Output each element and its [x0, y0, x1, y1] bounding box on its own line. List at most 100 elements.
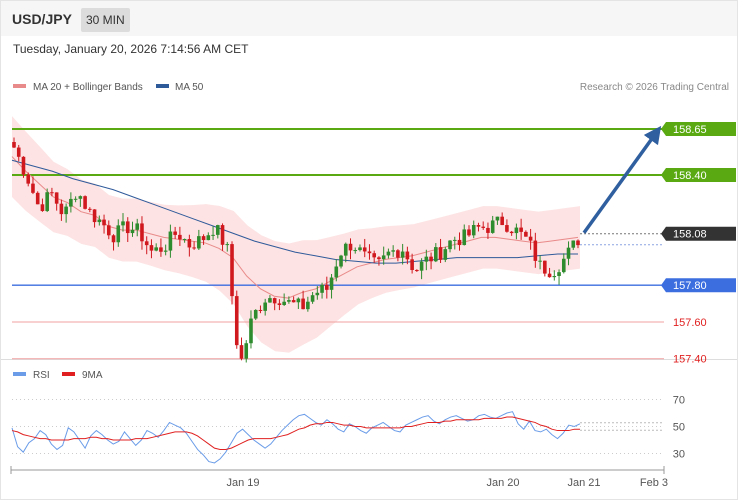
candle: [543, 260, 547, 277]
candle-body: [538, 260, 542, 262]
candle: [83, 195, 87, 210]
candle-body: [415, 270, 419, 272]
candle-body: [187, 239, 192, 248]
candle-body: [230, 244, 234, 297]
candle-body: [576, 240, 580, 246]
candle: [73, 196, 78, 203]
candle: [386, 248, 391, 259]
candle: [538, 255, 542, 270]
level-label: 157.60: [673, 317, 707, 329]
candle: [287, 296, 291, 304]
rsi-tick-label: 30: [673, 449, 685, 461]
candle: [320, 282, 324, 299]
candle: [576, 239, 580, 249]
candle-body: [528, 236, 533, 241]
candle: [329, 274, 334, 299]
candle: [168, 224, 173, 258]
bollinger-bands: [12, 116, 580, 353]
candle-body: [557, 272, 561, 276]
candle: [557, 269, 561, 285]
candle-body: [125, 221, 130, 234]
time-tick-label: Feb 3: [640, 477, 668, 489]
time-axis: Jan 19 Jan 20 Jan 21 Feb 3: [10, 466, 668, 489]
candle-body: [69, 198, 73, 207]
candle: [31, 176, 35, 195]
candle: [59, 199, 64, 221]
candle-body: [144, 241, 149, 246]
candle: [64, 203, 68, 223]
candle: [69, 192, 73, 213]
candle: [197, 229, 201, 251]
candle: [78, 195, 83, 207]
candle-body: [524, 231, 528, 237]
candle-body: [163, 250, 168, 252]
candle: [125, 217, 130, 242]
candle: [391, 245, 395, 257]
candle-body: [296, 298, 301, 303]
candle-body: [201, 236, 206, 241]
candle-body: [301, 298, 305, 310]
candle-body: [486, 227, 490, 233]
candle: [325, 276, 329, 299]
candle-body: [500, 216, 504, 226]
candle: [514, 223, 519, 240]
candle-body: [467, 229, 471, 236]
level-tag: [661, 122, 736, 136]
candle-body: [106, 225, 111, 236]
candle: [343, 242, 348, 263]
candle-body: [434, 247, 438, 262]
candle-body: [59, 203, 64, 215]
candle: [116, 219, 121, 247]
candle-body: [64, 206, 68, 215]
rsi-legend-label: RSI: [33, 370, 50, 381]
candle: [192, 241, 196, 250]
candle-body: [358, 247, 362, 251]
candle-body: [424, 256, 429, 262]
candle: [144, 236, 149, 255]
candle: [258, 305, 263, 314]
moving-averages: [11, 156, 579, 299]
candle: [561, 253, 566, 274]
candle: [230, 241, 234, 305]
candle-body: [26, 174, 31, 184]
candle-body: [102, 219, 106, 226]
candle: [173, 226, 177, 239]
candle-body: [121, 221, 125, 226]
candle: [372, 250, 377, 263]
candle-body: [159, 247, 163, 252]
candle: [16, 144, 21, 162]
candle: [415, 269, 419, 272]
candle: [111, 234, 116, 251]
candle: [163, 244, 168, 256]
candle-body: [429, 256, 433, 262]
candle: [315, 286, 320, 300]
candle: [571, 240, 576, 250]
candle: [244, 340, 249, 363]
rsi-legend-swatch: [13, 372, 26, 376]
ma9-legend-swatch: [62, 372, 75, 376]
candle-body: [54, 192, 59, 204]
candle-body: [419, 261, 424, 271]
candle: [448, 240, 452, 253]
candle: [396, 249, 400, 262]
candle-body: [272, 298, 277, 304]
candle-body: [495, 216, 500, 221]
candle-body: [391, 250, 395, 252]
candle: [296, 297, 301, 309]
candle: [505, 219, 509, 233]
timeframe-button[interactable]: 30 MIN: [81, 8, 130, 32]
candle: [424, 249, 429, 271]
candle: [21, 156, 26, 178]
ma20-line: [11, 156, 579, 299]
candle: [282, 293, 286, 306]
candle: [434, 243, 438, 263]
ma50-line: [11, 159, 578, 264]
candle-body: [476, 225, 481, 227]
candle-body: [438, 247, 443, 260]
candle-body: [154, 247, 158, 251]
candle: [400, 243, 405, 265]
candle: [135, 218, 140, 237]
candle: [121, 213, 125, 232]
candle-body: [140, 223, 144, 242]
